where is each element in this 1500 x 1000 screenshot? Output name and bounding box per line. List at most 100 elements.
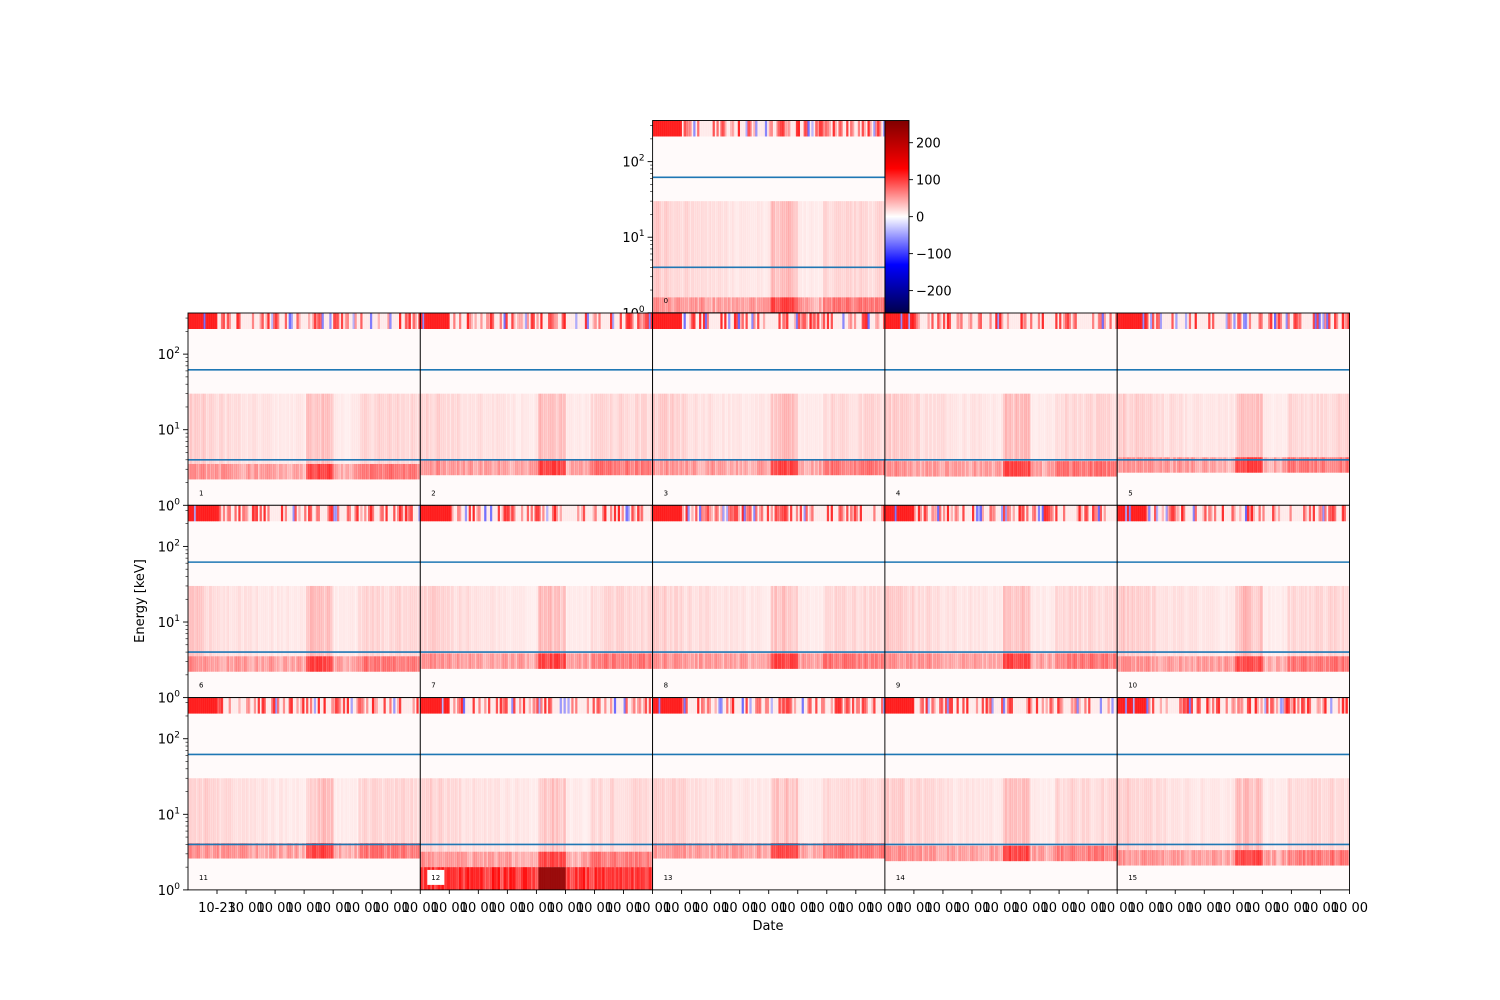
low-energy-stripe — [395, 843, 398, 859]
low-energy-stripe — [375, 656, 379, 672]
low-energy-band-12 — [422, 867, 425, 890]
high-energy-stripe — [1274, 313, 1277, 329]
mid-energy-stripe — [822, 201, 826, 313]
low-energy-stripe — [786, 653, 789, 669]
high-energy-stripe — [1258, 313, 1261, 329]
mid-energy-stripe — [621, 393, 624, 476]
mid-energy-stripe — [561, 393, 564, 476]
mid-energy-stripe — [1258, 393, 1261, 473]
low-energy-stripe — [466, 851, 469, 868]
mid-energy-stripe — [1212, 393, 1215, 473]
low-energy-stripe — [608, 851, 611, 868]
mid-energy-stripe — [1275, 585, 1279, 672]
low-energy-stripe — [650, 653, 653, 669]
high-energy-stripe — [1142, 505, 1145, 522]
high-energy-stripe — [515, 313, 518, 329]
mid-energy-stripe — [528, 778, 531, 868]
low-energy-stripe — [406, 463, 409, 480]
mid-energy-stripe — [443, 393, 446, 476]
mid-energy-stripe — [743, 393, 746, 476]
mid-energy-stripe — [284, 393, 288, 480]
high-energy-stripe — [646, 505, 650, 522]
low-energy-stripe — [424, 459, 427, 476]
mid-energy-stripe — [273, 778, 276, 859]
low-energy-band-12 — [426, 867, 429, 890]
low-energy-band-12 — [551, 867, 555, 890]
low-energy-stripe — [509, 653, 512, 669]
low-energy-stripe — [606, 653, 609, 669]
high-energy-stripe — [724, 505, 727, 522]
mid-energy-stripe — [249, 393, 253, 480]
mid-energy-stripe — [519, 393, 522, 476]
low-energy-stripe — [1213, 656, 1217, 672]
high-energy-stripe — [650, 697, 653, 714]
high-energy-stripe — [397, 505, 400, 522]
mid-energy-stripe — [1161, 585, 1164, 672]
mid-energy-stripe — [1165, 393, 1168, 473]
low-energy-stripe — [935, 653, 938, 669]
mid-energy-stripe — [1341, 393, 1344, 473]
high-energy-stripe — [391, 313, 394, 329]
low-energy-stripe — [311, 463, 315, 480]
high-energy-stripe — [410, 313, 413, 329]
low-energy-band-12 — [594, 867, 597, 890]
low-energy-stripe — [848, 297, 851, 313]
mid-energy-stripe — [658, 393, 661, 476]
low-energy-stripe — [1204, 656, 1207, 672]
high-energy-stripe — [590, 505, 593, 522]
mid-energy-stripe — [832, 393, 835, 476]
mid-energy-stripe — [772, 585, 775, 669]
low-energy-stripe — [226, 656, 229, 672]
low-energy-stripe — [257, 463, 260, 480]
low-energy-band-12 — [443, 867, 446, 890]
high-energy-stripe — [406, 313, 409, 329]
high-energy-stripe — [563, 505, 566, 522]
high-energy-stripe — [520, 697, 524, 714]
low-energy-stripe — [1299, 457, 1302, 473]
high-energy-stripe — [869, 120, 872, 137]
low-energy-stripe — [222, 843, 226, 859]
low-energy-stripe — [294, 843, 297, 859]
high-energy-stripe — [366, 697, 369, 714]
low-energy-stripe — [211, 463, 214, 480]
high-energy-stripe — [275, 505, 278, 522]
low-energy-stripe — [340, 656, 344, 672]
mid-energy-stripe — [420, 778, 423, 868]
high-energy-stripe — [369, 505, 373, 522]
mid-energy-stripe — [782, 585, 785, 669]
mid-energy-stripe — [311, 778, 315, 859]
low-energy-band-12 — [625, 867, 628, 890]
low-energy-stripe — [484, 851, 487, 868]
high-energy-stripe — [540, 697, 543, 714]
mid-energy-stripe — [476, 778, 479, 868]
low-energy-stripe — [697, 459, 700, 476]
low-energy-stripe — [867, 459, 870, 476]
high-energy-stripe — [836, 120, 839, 137]
mid-energy-stripe — [1123, 393, 1126, 473]
mid-energy-stripe — [205, 393, 208, 480]
high-energy-stripe — [457, 313, 460, 329]
high-energy-stripe — [368, 505, 371, 522]
mid-energy-stripe — [733, 393, 737, 476]
high-energy-stripe — [861, 505, 864, 522]
mid-energy-stripe — [1343, 585, 1346, 672]
mid-energy-stripe — [571, 585, 574, 669]
low-energy-stripe — [311, 843, 315, 859]
mid-energy-stripe — [728, 393, 731, 476]
mid-energy-stripe — [344, 585, 348, 672]
mid-energy-stripe — [958, 585, 961, 669]
high-energy-stripe — [441, 505, 444, 522]
mid-energy-stripe — [635, 778, 638, 868]
high-energy-stripe — [782, 505, 785, 522]
mid-energy-stripe — [205, 778, 208, 859]
low-energy-stripe — [205, 656, 208, 672]
low-energy-stripe — [799, 459, 802, 476]
low-energy-stripe — [234, 656, 237, 672]
low-energy-band-12 — [588, 867, 591, 890]
low-energy-band-12 — [580, 867, 584, 890]
high-energy-stripe — [801, 505, 804, 522]
mid-energy-stripe — [418, 585, 421, 672]
mid-energy-stripe — [195, 778, 198, 859]
low-energy-stripe — [431, 653, 435, 669]
high-energy-stripe — [658, 313, 661, 329]
